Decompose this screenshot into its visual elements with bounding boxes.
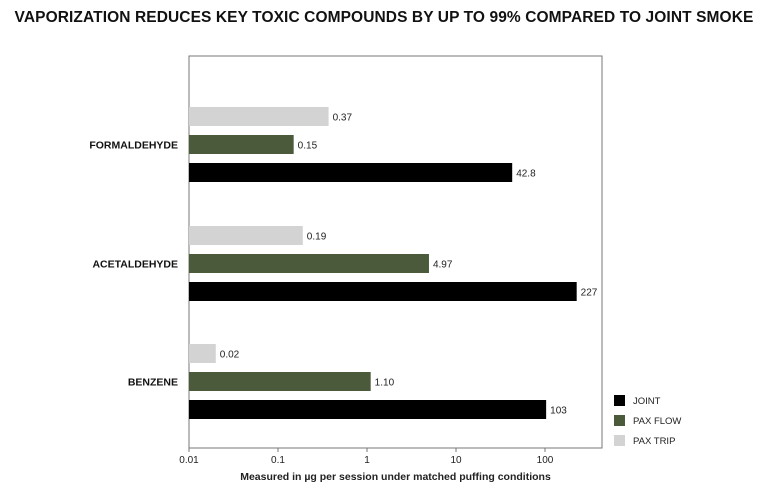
chart-title: VAPORIZATION REDUCES KEY TOXIC COMPOUNDS… [14, 9, 754, 26]
legend-label: JOINT [633, 396, 661, 407]
category-label: ACETALDEHYDE [92, 259, 178, 271]
bar [189, 344, 216, 363]
x-tick-label: 0.01 [179, 455, 199, 466]
bar-value-label: 103 [550, 406, 567, 417]
bar-value-label: 0.19 [307, 232, 327, 243]
x-tick-label: 1 [364, 455, 370, 466]
bar-value-label: 1.10 [375, 378, 395, 389]
bar [189, 372, 371, 391]
legend-label: PAX TRIP [633, 436, 675, 447]
bar [189, 254, 429, 273]
bar-value-label: 0.37 [333, 113, 353, 124]
bar-value-label: 42.8 [516, 169, 536, 180]
legend-swatch [614, 415, 625, 426]
legend-swatch [614, 435, 625, 446]
plot-frame [188, 55, 603, 449]
bar [189, 282, 577, 301]
x-tick-label: 0.1 [271, 455, 285, 466]
bar-value-label: 227 [581, 288, 598, 299]
category-label: FORMALDEHYDE [89, 140, 178, 152]
x-tick-label: 100 [537, 455, 554, 466]
bar [189, 107, 329, 126]
legend-label: PAX FLOW [633, 416, 681, 427]
legend-swatch [614, 395, 625, 406]
bar-value-label: 4.97 [433, 260, 453, 271]
bar [189, 135, 294, 154]
x-tick-label: 10 [450, 455, 462, 466]
bar [189, 400, 547, 419]
bar [189, 163, 513, 182]
bar-value-label: 0.15 [298, 141, 318, 152]
category-label: BENZENE [128, 377, 178, 389]
x-axis-label: Measured in µg per session under matched… [240, 471, 551, 483]
bar-value-label: 0.02 [220, 350, 240, 361]
bar [189, 226, 303, 245]
